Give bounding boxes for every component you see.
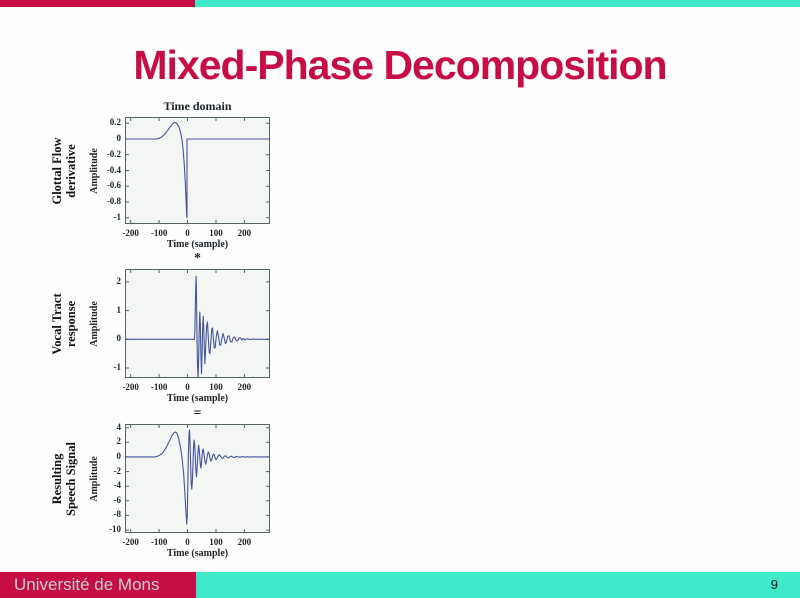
glottal-flow-derivative-ytick: -0.4 [106, 164, 121, 175]
vocal-tract-response-ytick: 0 [116, 333, 122, 344]
glottal-flow-derivative-ytick: -0.2 [106, 148, 121, 159]
vocal-tract-response-xtick: 100 [209, 382, 223, 392]
resulting-speech-signal-ytick: -6 [113, 494, 122, 505]
resulting-speech-signal-ytick: 4 [116, 421, 122, 432]
vocal-tract-response-heading: * [194, 251, 201, 266]
vocal-tract-response-xtick: -100 [150, 382, 168, 392]
footer-bar: Université de Mons 9 [0, 572, 800, 598]
vocal-tract-response-xtick: -200 [122, 382, 139, 392]
vocal-tract-response-xtick: 200 [237, 382, 252, 392]
glottal-flow-derivative-xtick: 100 [209, 228, 223, 238]
glottal-flow-derivative-axes-box [125, 117, 270, 224]
vocal-tract-response-ytick: 2 [116, 275, 122, 286]
vocal-tract-response-plot-canvas [125, 269, 270, 378]
vocal-tract-response-xtick: 0 [185, 382, 190, 392]
glottal-flow-derivative-ytick: -1 [113, 211, 122, 222]
glottal-flow-derivative-waveform [125, 121, 270, 219]
resulting-speech-signal-xtick: 0 [185, 537, 190, 547]
resulting-speech-signal-xtick: -100 [150, 537, 168, 547]
glottal-flow-derivative-row-label: Glottal Flow derivative [50, 137, 79, 205]
glottal-flow-derivative-xtick: -100 [150, 228, 168, 238]
resulting-speech-signal-xlabel: Time (sample) [166, 548, 229, 559]
resulting-speech-signal-xtick: 100 [209, 537, 223, 547]
resulting-speech-signal-ytick: 2 [116, 436, 122, 447]
resulting-speech-signal-ytick: -2 [113, 465, 122, 476]
glottal-flow-derivative-xtick: -200 [122, 228, 139, 238]
university-brand: Université de Mons [0, 572, 196, 598]
vocal-tract-response-waveform [125, 275, 270, 378]
resulting-speech-signal-ytick: -10 [109, 524, 121, 535]
vocal-tract-response-ylabel: Amplitude [89, 300, 100, 347]
resulting-speech-signal-row-label: Resulting Speech Signal [50, 441, 79, 516]
glottal-flow-derivative-ytick: 0 [116, 133, 122, 143]
resulting-speech-signal-waveform [125, 429, 270, 525]
glottal-flow-derivative-xtick: 200 [237, 228, 252, 238]
glottal-flow-derivative-ytick: 0.2 [109, 117, 121, 128]
glottal-flow-derivative-xtick: 0 [185, 228, 190, 238]
page-number: 9 [770, 577, 778, 592]
vocal-tract-response-ytick: -1 [113, 362, 122, 372]
resulting-speech-signal-xtick: 200 [237, 537, 252, 547]
glottal-flow-derivative-ytick: -0.8 [106, 196, 121, 206]
resulting-speech-signal-xtick: -200 [122, 537, 139, 547]
top-border-red-segment [0, 0, 195, 7]
resulting-speech-signal-plot-canvas [125, 424, 270, 533]
slide-title: Mixed-Phase Decomposition [133, 42, 667, 88]
resulting-speech-signal-heading: = [193, 406, 202, 421]
glottal-flow-derivative-heading: Time domain [163, 99, 232, 113]
vocal-tract-response-xlabel: Time (sample) [166, 393, 229, 404]
top-border-teal-segment [0, 0, 800, 7]
vocal-tract-response-row-label: Vocal Tract response [50, 292, 79, 355]
resulting-speech-signal-ytick: -8 [113, 509, 122, 520]
glottal-flow-derivative-ytick: -0.6 [106, 180, 121, 191]
glottal-flow-derivative-xlabel: Time (sample) [166, 239, 229, 250]
vocal-tract-response-ytick: 1 [116, 304, 122, 315]
resulting-speech-signal-ytick: -4 [113, 480, 122, 491]
glottal-flow-derivative-plot-canvas [125, 117, 270, 224]
resulting-speech-signal-axes-box [125, 424, 270, 533]
resulting-speech-signal-ytick: 0 [116, 450, 122, 461]
